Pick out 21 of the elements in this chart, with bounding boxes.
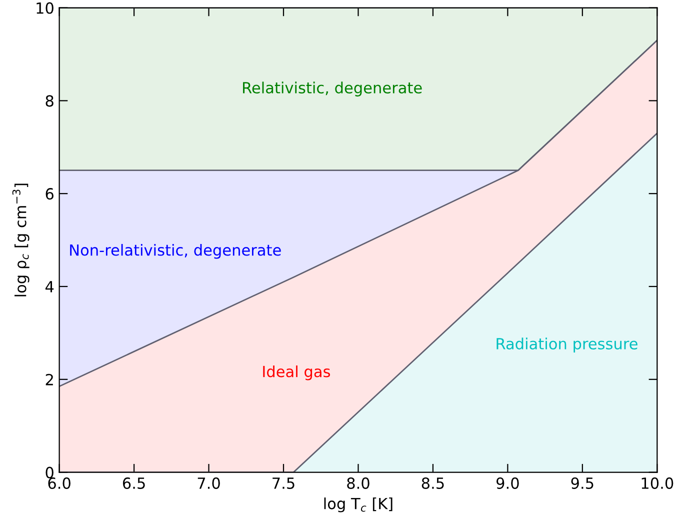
x-tick-label: 9.5: [571, 477, 594, 489]
series-label: Relativistic, degenerate: [243, 82, 422, 96]
x-tick-label: 7.5: [272, 478, 294, 489]
series-label: Ideal gas: [263, 365, 330, 380]
x-axis-title: log T$_{c}$ [K]: [324, 497, 392, 512]
x-tick-label: 8.0: [347, 477, 370, 489]
y-tick-label: 10: [36, 2, 54, 14]
x-tick-label: 6.5: [122, 477, 145, 489]
x-tick-label: 8.5: [422, 477, 444, 489]
series-label: Non-relativistic, degenerate: [70, 244, 281, 259]
y-tick-label: 6: [46, 188, 54, 200]
y-axis-title: log ρ$_{c}$ [g cm$^{−3}$]: [12, 184, 30, 296]
x-tick-label: 9.0: [496, 477, 519, 489]
x-tick-label: 10.0: [642, 477, 674, 489]
y-tick-label: 2: [46, 374, 53, 386]
y-tick-label: 4: [45, 281, 54, 292]
y-tick-label: 0: [46, 466, 54, 478]
x-tick-label: 6.0: [48, 477, 70, 489]
series-label: Radiation pressure: [496, 338, 638, 352]
x-tick-label: 7.0: [198, 477, 220, 489]
y-tick-label: 8: [46, 95, 54, 107]
